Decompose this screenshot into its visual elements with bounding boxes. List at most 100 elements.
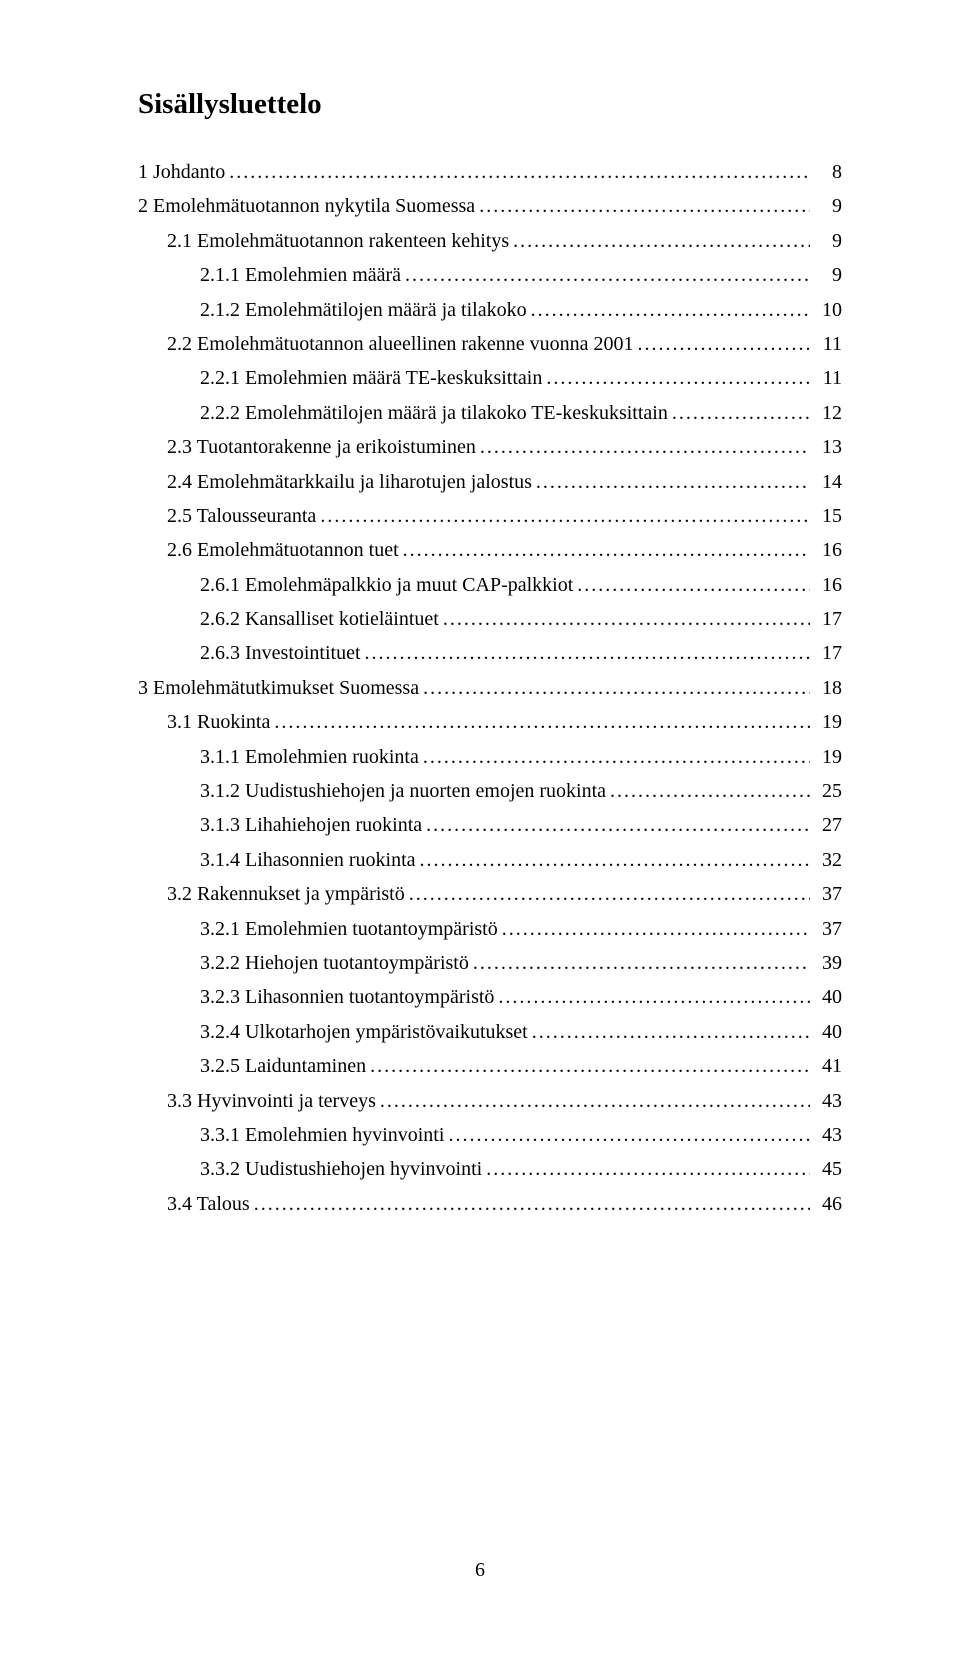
toc-row: 3.2.3 Lihasonnien tuotantoympäristö 40 <box>138 980 842 1014</box>
toc-entry-page: 11 <box>814 327 842 361</box>
toc-leader-dots <box>229 155 810 189</box>
toc-entry-label: 2.6 Emolehmätuotannon tuet <box>167 533 399 567</box>
toc-entry-label: 3.2.4 Ulkotarhojen ympäristövaikutukset <box>200 1015 528 1049</box>
toc-leader-dots <box>638 327 810 361</box>
toc-row: 2.2 Emolehmätuotannon alueellinen rakenn… <box>138 327 842 361</box>
toc-leader-dots <box>380 1084 810 1118</box>
toc-entry-label: 3.2.5 Laiduntaminen <box>200 1049 366 1083</box>
toc-entry-label: 1 Johdanto <box>138 155 225 189</box>
toc-row: 3.3 Hyvinvointi ja terveys43 <box>138 1084 842 1118</box>
toc-row: 3.2.4 Ulkotarhojen ympäristövaikutukset 4… <box>138 1015 842 1049</box>
toc-row: 3.1.4 Lihasonnien ruokinta 32 <box>138 843 842 877</box>
toc-row: 1 Johdanto 8 <box>138 155 842 189</box>
toc-row: 2.1 Emolehmätuotannon rakenteen kehitys9 <box>138 224 842 258</box>
toc-entry-label: 3.2 Rakennukset ja ympäristö <box>167 877 405 911</box>
toc-row: 3.3.2 Uudistushiehojen hyvinvointi 45 <box>138 1152 842 1186</box>
toc-entry-page: 32 <box>814 843 842 877</box>
page-number: 6 <box>0 1559 960 1582</box>
toc-leader-dots <box>423 740 810 774</box>
toc-entry-page: 11 <box>814 361 842 395</box>
toc-row: 2.5 Talousseuranta15 <box>138 499 842 533</box>
toc-entry-page: 40 <box>814 980 842 1014</box>
toc-entry-page: 13 <box>814 430 842 464</box>
toc-entry-label: 2 Emolehmätuotannon nykytila Suomessa <box>138 189 475 223</box>
toc-entry-label: 3.3.2 Uudistushiehojen hyvinvointi <box>200 1152 482 1186</box>
toc-row: 2.1.2 Emolehmätilojen määrä ja tilakoko 1… <box>138 293 842 327</box>
toc-row: 2.2.1 Emolehmien määrä TE-keskuksittain 1… <box>138 361 842 395</box>
toc-entry-label: 2.2.2 Emolehmätilojen määrä ja tilakoko … <box>200 396 668 430</box>
toc-entry-label: 2.6.3 Investointituet <box>200 636 361 670</box>
toc-row: 2.2.2 Emolehmätilojen määrä ja tilakoko … <box>138 396 842 430</box>
toc-entry-page: 46 <box>814 1187 842 1221</box>
toc-entry-label: 3 Emolehmätutkimukset Suomessa <box>138 671 419 705</box>
toc-row: 3.1.2 Uudistushiehojen ja nuorten emojen… <box>138 774 842 808</box>
toc-row: 3.2.2 Hiehojen tuotantoympäristö39 <box>138 946 842 980</box>
toc-row: 3.1.1 Emolehmien ruokinta 19 <box>138 740 842 774</box>
toc-row: 3.2.5 Laiduntaminen 41 <box>138 1049 842 1083</box>
toc-row: 3.4 Talous 46 <box>138 1187 842 1221</box>
toc-entry-page: 12 <box>814 396 842 430</box>
toc-entry-label: 3.1.4 Lihasonnien ruokinta <box>200 843 416 877</box>
toc-entry-page: 16 <box>814 568 842 602</box>
toc-entry-label: 2.6.2 Kansalliset kotieläintuet <box>200 602 439 636</box>
toc-row: 3.1.3 Lihahiehojen ruokinta 27 <box>138 808 842 842</box>
toc-entry-page: 17 <box>814 602 842 636</box>
toc-leader-dots <box>405 258 810 292</box>
toc-entry-label: 2.3 Tuotantorakenne ja erikoistuminen <box>167 430 476 464</box>
toc-row: 3.1 Ruokinta19 <box>138 705 842 739</box>
toc-entry-label: 3.2.2 Hiehojen tuotantoympäristö <box>200 946 469 980</box>
toc-leader-dots <box>577 568 810 602</box>
toc-leader-dots <box>426 808 810 842</box>
toc-leader-dots <box>403 533 810 567</box>
toc-row: 2.6.1 Emolehmäpalkkio ja muut CAP-palkki… <box>138 568 842 602</box>
toc-entry-page: 9 <box>814 258 842 292</box>
toc-entry-page: 10 <box>814 293 842 327</box>
toc-row: 2.6.2 Kansalliset kotieläintuet 17 <box>138 602 842 636</box>
toc-entry-page: 19 <box>814 705 842 739</box>
toc-row: 2.3 Tuotantorakenne ja erikoistuminen 13 <box>138 430 842 464</box>
toc-leader-dots <box>423 671 810 705</box>
toc-leader-dots <box>486 1152 810 1186</box>
toc-leader-dots <box>473 946 810 980</box>
toc-row: 3.2.1 Emolehmien tuotantoympäristö37 <box>138 912 842 946</box>
toc-entry-page: 43 <box>814 1118 842 1152</box>
toc-entry-label: 2.2 Emolehmätuotannon alueellinen rakenn… <box>167 327 634 361</box>
toc-entry-label: 2.1.2 Emolehmätilojen määrä ja tilakoko <box>200 293 527 327</box>
toc-leader-dots <box>479 189 810 223</box>
toc-entry-label: 2.1.1 Emolehmien määrä <box>200 258 401 292</box>
toc-row: 2.4 Emolehmätarkkailu ja liharotujen jal… <box>138 465 842 499</box>
toc-leader-dots <box>536 465 810 499</box>
toc-leader-dots <box>546 361 810 395</box>
toc-title: Sisällysluettelo <box>138 88 842 121</box>
toc-leader-dots <box>513 224 810 258</box>
toc-leader-dots <box>274 705 810 739</box>
toc-entry-label: 2.6.1 Emolehmäpalkkio ja muut CAP-palkki… <box>200 568 573 602</box>
toc-entry-label: 2.1 Emolehmätuotannon rakenteen kehitys <box>167 224 509 258</box>
page: Sisällysluettelo 1 Johdanto82 Emolehmätu… <box>0 0 960 1656</box>
toc-entry-label: 2.2.1 Emolehmien määrä TE-keskuksittain <box>200 361 542 395</box>
toc-entry-label: 3.1.1 Emolehmien ruokinta <box>200 740 419 774</box>
toc-row: 2.6 Emolehmätuotannon tuet16 <box>138 533 842 567</box>
toc-entry-page: 8 <box>814 155 842 189</box>
toc-entry-label: 3.2.3 Lihasonnien tuotantoympäristö <box>200 980 494 1014</box>
toc-entry-page: 41 <box>814 1049 842 1083</box>
toc-entry-label: 3.1.3 Lihahiehojen ruokinta <box>200 808 422 842</box>
toc-leader-dots <box>448 1118 810 1152</box>
toc-leader-dots <box>443 602 810 636</box>
toc-entry-page: 15 <box>814 499 842 533</box>
toc-entry-page: 37 <box>814 912 842 946</box>
toc-row: 2 Emolehmätuotannon nykytila Suomessa9 <box>138 189 842 223</box>
toc-row: 2.1.1 Emolehmien määrä 9 <box>138 258 842 292</box>
toc-leader-dots <box>409 877 810 911</box>
toc-entry-page: 40 <box>814 1015 842 1049</box>
toc-entry-page: 25 <box>814 774 842 808</box>
toc-entry-label: 3.3 Hyvinvointi ja terveys <box>167 1084 376 1118</box>
toc-entry-page: 27 <box>814 808 842 842</box>
toc-entry-page: 37 <box>814 877 842 911</box>
toc-leader-dots <box>254 1187 810 1221</box>
toc-leader-dots <box>498 980 810 1014</box>
toc-entry-page: 19 <box>814 740 842 774</box>
toc-entry-page: 17 <box>814 636 842 670</box>
toc-entry-page: 45 <box>814 1152 842 1186</box>
toc-entry-label: 3.4 Talous <box>167 1187 250 1221</box>
